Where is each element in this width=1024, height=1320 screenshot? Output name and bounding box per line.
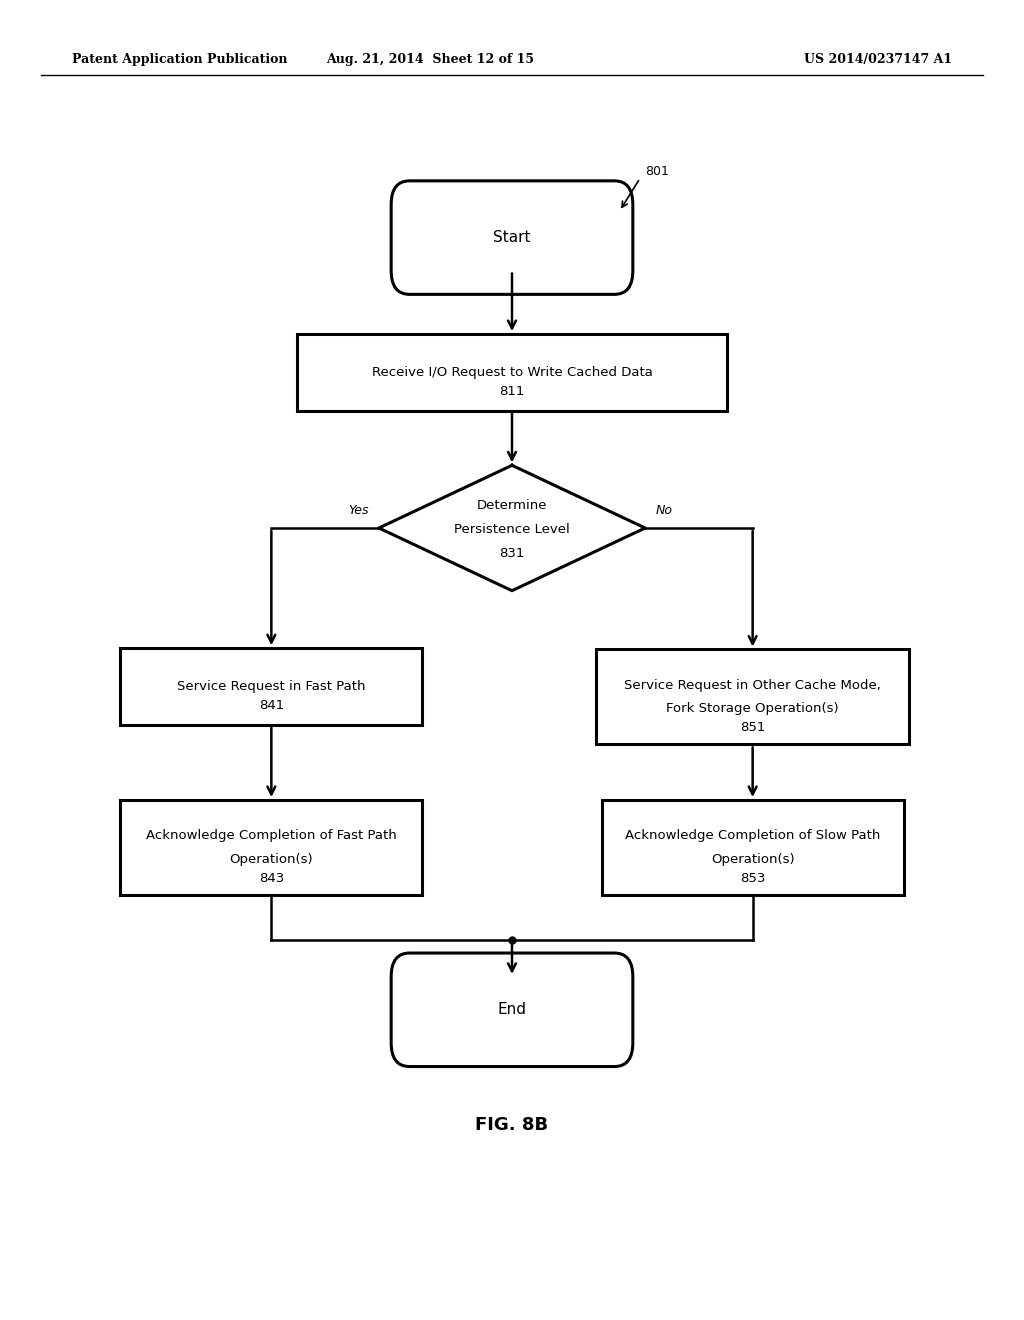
Text: Yes: Yes <box>348 504 369 517</box>
Text: Acknowledge Completion of Slow Path: Acknowledge Completion of Slow Path <box>625 829 881 842</box>
Text: Persistence Level: Persistence Level <box>454 523 570 536</box>
Text: 843: 843 <box>259 871 284 884</box>
Text: Acknowledge Completion of Fast Path: Acknowledge Completion of Fast Path <box>146 829 396 842</box>
Text: 831: 831 <box>500 546 524 560</box>
Bar <box>121 648 422 725</box>
Text: Fork Storage Operation(s): Fork Storage Operation(s) <box>667 702 839 715</box>
Bar <box>121 800 422 895</box>
FancyBboxPatch shape <box>391 181 633 294</box>
Text: 851: 851 <box>740 721 765 734</box>
Text: No: No <box>655 504 673 517</box>
Text: US 2014/0237147 A1: US 2014/0237147 A1 <box>804 53 952 66</box>
FancyBboxPatch shape <box>391 953 633 1067</box>
Text: 811: 811 <box>500 384 524 397</box>
Text: End: End <box>498 1002 526 1018</box>
Bar <box>596 649 909 744</box>
Text: Start: Start <box>494 230 530 246</box>
Text: 853: 853 <box>740 871 765 884</box>
Text: Patent Application Publication: Patent Application Publication <box>72 53 287 66</box>
Text: Aug. 21, 2014  Sheet 12 of 15: Aug. 21, 2014 Sheet 12 of 15 <box>326 53 535 66</box>
Text: 801: 801 <box>645 165 669 178</box>
Text: Determine: Determine <box>477 499 547 512</box>
Bar <box>297 334 727 411</box>
Text: Service Request in Fast Path: Service Request in Fast Path <box>177 680 366 693</box>
Text: Operation(s): Operation(s) <box>711 853 795 866</box>
Text: 841: 841 <box>259 698 284 711</box>
Text: Operation(s): Operation(s) <box>229 853 313 866</box>
Polygon shape <box>379 466 645 591</box>
Text: FIG. 8B: FIG. 8B <box>475 1115 549 1134</box>
Text: Receive I/O Request to Write Cached Data: Receive I/O Request to Write Cached Data <box>372 366 652 379</box>
Text: Service Request in Other Cache Mode,: Service Request in Other Cache Mode, <box>625 678 881 692</box>
Bar <box>602 800 904 895</box>
